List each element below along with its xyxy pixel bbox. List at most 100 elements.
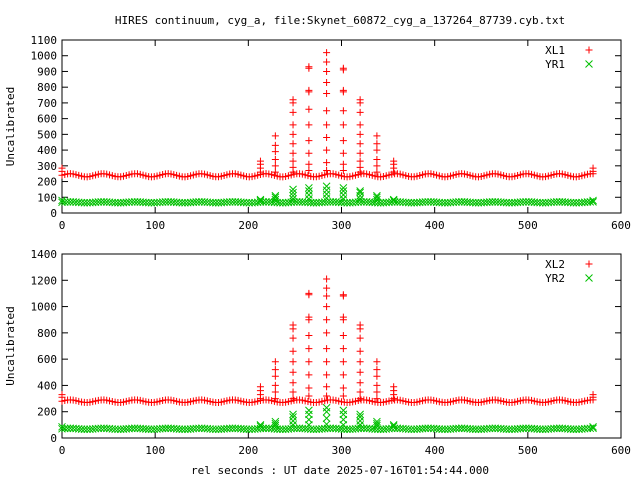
x-tick-label: 400 (425, 219, 445, 232)
data-point (519, 424, 528, 433)
data-point (271, 132, 279, 140)
data-point (373, 168, 381, 176)
x-tick-label: 100 (145, 444, 165, 457)
data-point (289, 188, 297, 197)
data-point (289, 130, 297, 138)
legend-label: XL1 (545, 44, 565, 57)
data-point (289, 421, 297, 429)
data-point (305, 149, 313, 157)
data-point (438, 198, 446, 207)
data-point (339, 313, 347, 321)
data-point (589, 422, 597, 431)
data-point (271, 388, 279, 396)
legend-label: YR2 (545, 272, 565, 285)
data-point (356, 130, 364, 138)
data-point (323, 58, 331, 66)
data-point (305, 191, 313, 199)
bottom-panel: 0 200 400 600 800 1000 1200 1400 0 100 200 300 400 50… (4, 248, 631, 457)
data-point (339, 64, 347, 72)
data-point (242, 425, 251, 434)
data-point (323, 303, 331, 311)
data-point (488, 198, 497, 206)
data-point (323, 121, 331, 129)
y-tick-label: 800 (37, 327, 57, 340)
plot-frame (61, 39, 622, 214)
data-point (58, 196, 66, 205)
data-point (211, 425, 220, 434)
y-tick-label: 300 (37, 160, 57, 173)
data-point (356, 388, 364, 396)
data-point (80, 198, 89, 207)
data-point (536, 425, 544, 434)
data-point (323, 358, 331, 366)
data-point (566, 198, 575, 207)
data-point (94, 424, 103, 433)
data-point (242, 198, 251, 207)
y-axis-label: Uncalibrated (4, 306, 17, 385)
data-point (289, 140, 297, 148)
data-point (289, 157, 297, 165)
data-point (63, 198, 72, 206)
data-point (589, 391, 597, 399)
data-point (289, 149, 297, 157)
legend-marker (585, 260, 593, 268)
data-point (305, 63, 313, 71)
data-point (407, 198, 416, 207)
data-point (289, 417, 297, 425)
data-point (80, 425, 89, 434)
data-point (305, 86, 313, 94)
data-point (323, 89, 331, 97)
data-point (289, 410, 297, 419)
data-point (469, 198, 477, 207)
data-point (339, 191, 348, 199)
data-point (305, 371, 313, 379)
data-point (305, 313, 313, 321)
data-point (356, 194, 364, 203)
data-point (128, 198, 136, 206)
y-tick-label: 400 (37, 379, 57, 392)
data-point (373, 419, 381, 428)
data-point (256, 195, 265, 204)
top-panel: 0 100 200 300 400 500 600 700 800 900 1000 1100 0 100… (4, 34, 631, 232)
data-point (323, 345, 331, 353)
y-tick-label: 600 (37, 113, 57, 126)
y-tick-label: 1400 (31, 248, 58, 261)
data-point (356, 187, 364, 195)
data-point (323, 146, 331, 154)
data-point (373, 132, 381, 140)
data-point (322, 414, 331, 423)
data-point (271, 156, 279, 164)
y-tick-label: 1100 (31, 34, 58, 47)
data-point (389, 421, 398, 429)
data-point (289, 321, 297, 329)
data-point (356, 347, 364, 355)
data-point (209, 425, 217, 434)
data-point (175, 198, 184, 207)
data-point (390, 383, 398, 391)
data-point (339, 121, 347, 129)
x-tick-label: 100 (145, 219, 165, 232)
data-point (289, 368, 297, 376)
data-point (111, 425, 119, 434)
data-point (356, 395, 364, 403)
y-tick-label: 800 (37, 81, 57, 94)
data-point (339, 187, 348, 195)
data-point (552, 198, 561, 206)
data-point (128, 424, 136, 433)
data-point (339, 194, 348, 203)
data-point (289, 163, 297, 171)
data-point (305, 392, 313, 400)
data-point (373, 388, 381, 396)
data-point (305, 194, 313, 203)
data-point (289, 191, 297, 200)
y-tick-label: 200 (37, 406, 57, 419)
data-point (323, 78, 331, 86)
data-point (289, 388, 297, 396)
data-point (356, 368, 364, 376)
data-point (58, 422, 66, 431)
data-point (271, 417, 280, 426)
data-point (505, 198, 514, 207)
data-point (438, 425, 446, 434)
